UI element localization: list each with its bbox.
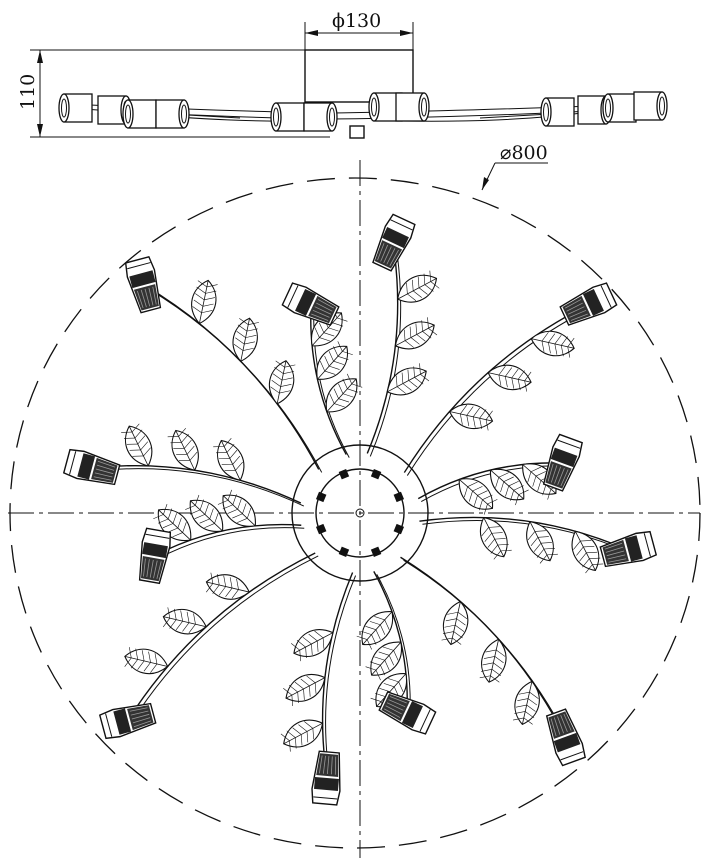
leaf: [167, 427, 199, 471]
leaf: [268, 360, 296, 405]
elevation-lamps: [58, 91, 668, 132]
branch-arm-edge: [406, 307, 592, 476]
branch-arm-edge: [94, 468, 305, 507]
mount-tab: [370, 546, 382, 558]
leaf: [205, 572, 250, 600]
branch-arm-edge: [313, 307, 350, 458]
branch-arm: [310, 304, 347, 455]
height-dimension: 110: [17, 49, 330, 138]
lamp-holder: [559, 282, 618, 326]
lamp-holder: [138, 527, 172, 585]
overall-diameter-label: ⌀800: [500, 142, 548, 164]
leaf: [479, 516, 512, 560]
canopy-outer-circle: [291, 444, 429, 582]
height-label: 110: [17, 74, 39, 110]
leaf: [441, 600, 469, 646]
branch-arm: [403, 304, 589, 473]
branch-arm-edge: [369, 245, 402, 457]
lamp-holder: [281, 282, 340, 326]
elevation-lamp: [270, 102, 305, 132]
leaf: [489, 468, 529, 506]
leaf: [121, 423, 153, 467]
leaf: [191, 279, 218, 325]
leaf: [487, 364, 532, 392]
leaf: [394, 317, 438, 350]
leaf: [479, 638, 507, 683]
elevation-lamp: [303, 102, 338, 132]
leaf: [280, 719, 324, 752]
branch-arm: [419, 516, 629, 551]
leaf: [526, 520, 558, 564]
top-diameter-label: ϕ130: [332, 10, 381, 32]
canopy-block: [304, 49, 414, 103]
mount-tab: [338, 546, 350, 558]
leaf: [185, 494, 224, 532]
leaf: [325, 373, 363, 413]
elevation-lamp: [155, 99, 190, 129]
elevation-lamp: [395, 92, 430, 122]
branch-arm: [366, 242, 399, 454]
leaf: [162, 607, 207, 635]
branch-arm: [321, 572, 354, 779]
leaf: [530, 330, 575, 358]
leaf: [448, 403, 494, 431]
branch-arm: [127, 552, 316, 721]
leaves: [121, 270, 604, 752]
branch-arm-edge: [156, 527, 305, 560]
mount-tab: [315, 523, 327, 535]
mount-tab: [315, 491, 327, 503]
branch-arm: [153, 523, 302, 557]
branch-arm-edge: [146, 287, 323, 473]
plan-view: ⌀800: [8, 142, 701, 858]
leaf: [397, 270, 440, 303]
elevation-lamp: [58, 93, 93, 123]
branch-arm: [417, 462, 563, 500]
leaf: [283, 674, 326, 707]
lamp-holder: [124, 255, 162, 314]
lamp-holder: [545, 708, 586, 767]
leaf: [458, 478, 498, 515]
branch-arm: [373, 571, 408, 713]
leaf: [356, 611, 394, 650]
leaf: [217, 489, 256, 527]
branch-arm-edge: [130, 555, 319, 724]
elevation-lamp: [540, 97, 575, 127]
outer-diameter-circle: [9, 177, 701, 849]
branch-arm-edge: [376, 574, 411, 716]
branch-arm-edge: [403, 559, 569, 741]
leaf: [512, 680, 540, 726]
lamp-holder: [542, 433, 583, 492]
leaf: [316, 341, 353, 380]
branch-arm: [91, 464, 302, 504]
plan-lamps: [62, 213, 658, 806]
lamp-holder: [311, 750, 341, 806]
leaf: [571, 530, 604, 574]
top-diameter-dimension: ϕ130: [304, 10, 414, 92]
leaf: [365, 641, 402, 681]
lamp-holder: [62, 448, 121, 486]
leaf: [124, 647, 169, 675]
elevation-lamp: [122, 99, 157, 129]
leaf: [291, 629, 334, 662]
center-hole: [355, 508, 365, 518]
canopy-mount-tabs: [315, 468, 405, 558]
leaf: [232, 317, 260, 363]
mount-tab: [393, 491, 405, 503]
lamp-holder: [599, 530, 658, 568]
overall-diameter-dimension: ⌀800: [481, 142, 548, 191]
side-elevation-view: ϕ130 110: [17, 10, 668, 139]
mount-tab: [393, 523, 405, 535]
elevation-lamp: [633, 91, 668, 121]
elevation-lamp: [602, 93, 637, 123]
lamp-holder: [378, 691, 437, 735]
lamp-holder: [372, 213, 416, 272]
lamp-holder: [98, 702, 157, 740]
leaf: [213, 438, 245, 481]
canopy-inner-circle: [315, 468, 405, 558]
leaf: [386, 363, 430, 396]
mount-tab: [370, 468, 382, 480]
mount-tab: [338, 468, 350, 480]
